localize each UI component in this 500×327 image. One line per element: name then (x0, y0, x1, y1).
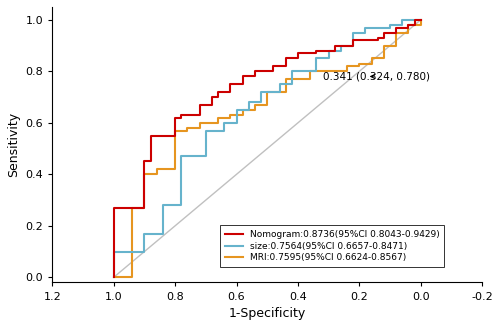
Text: 0.341 (0.324, 0.780): 0.341 (0.324, 0.780) (322, 72, 430, 81)
Legend: Nomogram:0.8736(95%CI 0.8043-0.9429), size:0.7564(95%CI 0.6657-0.8471), MRI:0.75: Nomogram:0.8736(95%CI 0.8043-0.9429), si… (220, 226, 444, 267)
X-axis label: 1-Specificity: 1-Specificity (228, 307, 306, 320)
Y-axis label: Sensitivity: Sensitivity (7, 112, 20, 177)
